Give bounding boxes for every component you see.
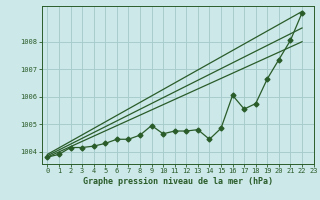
X-axis label: Graphe pression niveau de la mer (hPa): Graphe pression niveau de la mer (hPa) <box>83 177 273 186</box>
